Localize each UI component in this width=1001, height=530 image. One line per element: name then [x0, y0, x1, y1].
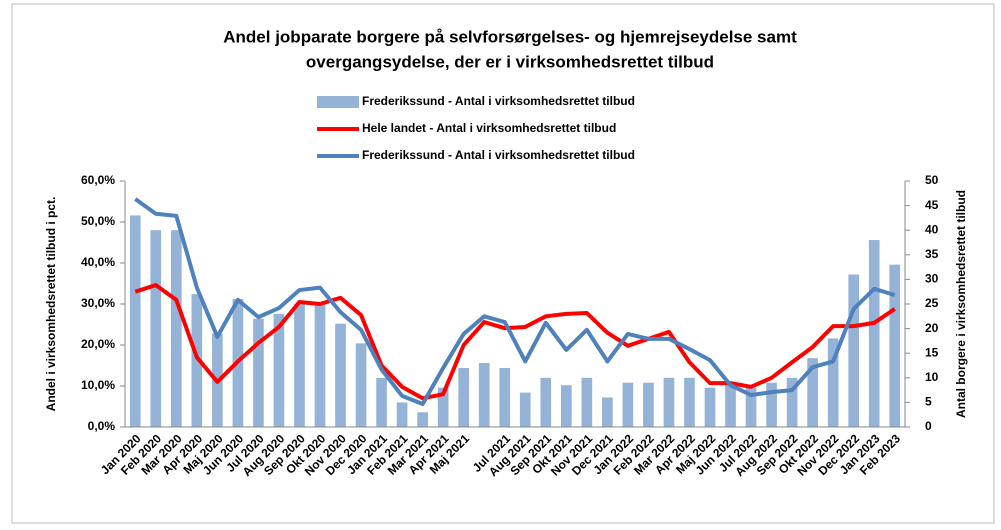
bar	[807, 358, 818, 427]
bar	[396, 402, 408, 427]
y-tick-label: 30,0%	[81, 296, 115, 310]
bar	[170, 230, 182, 427]
y2-tick-label: 45	[925, 198, 939, 212]
y-tick-label: 50,0%	[81, 214, 115, 228]
bar	[458, 367, 470, 427]
bar	[848, 274, 860, 427]
bar	[417, 412, 428, 427]
bar	[704, 387, 716, 427]
bar	[355, 343, 367, 427]
bar	[253, 318, 264, 427]
bar	[581, 377, 593, 427]
y-tick-label: 20,0%	[81, 337, 115, 351]
chart-title: overgangsydelse, der er i virksomhedsret…	[306, 52, 714, 71]
line	[134, 197, 896, 407]
y2-tick-label: 15	[925, 345, 939, 359]
bar	[622, 382, 634, 427]
bar	[827, 338, 839, 427]
y2-tick-label: 35	[925, 247, 939, 261]
legend-label: Frederikssund - Antal i virksomhedsrette…	[362, 148, 635, 162]
y2-tick-label: 5	[925, 395, 932, 409]
bar	[191, 294, 203, 427]
legend-label: Frederikssund - Antal i virksomhedsrette…	[362, 94, 635, 108]
bar	[478, 363, 490, 427]
bar	[540, 377, 552, 427]
chart-title: Andel jobparate borgere på selvforsørgel…	[223, 27, 797, 46]
bar	[294, 304, 305, 427]
bar	[150, 230, 162, 427]
bar	[745, 387, 757, 427]
y2-tick-label: 10	[925, 370, 939, 384]
bar	[560, 385, 572, 427]
y2-tick-label: 20	[925, 321, 939, 335]
y2-tick-label: 30	[925, 272, 939, 286]
bar	[889, 264, 901, 427]
bar	[602, 397, 613, 427]
y-tick-label: 40,0%	[81, 255, 115, 269]
y-tick-label: 0,0%	[88, 419, 116, 433]
bar	[437, 387, 449, 427]
legend-label: Hele landet - Antal i virksomhedsrettet …	[362, 121, 616, 135]
y2-tick-label: 25	[925, 296, 939, 310]
legend-swatch	[317, 96, 359, 108]
y-axis-label: Andel i virksomhedsrettet tilbud i pct.	[44, 197, 58, 412]
bar	[273, 313, 285, 427]
y2-axis-label: Antal borgere i virksomhedsrettet tilbud	[954, 190, 968, 418]
line	[134, 283, 896, 401]
y2-tick-label: 50	[925, 173, 939, 187]
y2-tick-label: 40	[925, 222, 939, 236]
bar	[868, 240, 880, 427]
y-tick-label: 60,0%	[81, 173, 115, 187]
bar	[643, 382, 654, 427]
bar	[335, 323, 346, 427]
bar	[725, 382, 736, 427]
y2-tick-label: 0	[925, 419, 932, 433]
bar	[663, 377, 675, 427]
bar	[519, 392, 531, 427]
bar	[684, 377, 695, 427]
bar	[129, 215, 141, 427]
bar	[766, 382, 777, 427]
bar	[499, 367, 511, 427]
y-tick-label: 10,0%	[81, 378, 115, 392]
bar	[314, 304, 326, 427]
bar	[786, 377, 798, 427]
bar	[376, 377, 387, 427]
